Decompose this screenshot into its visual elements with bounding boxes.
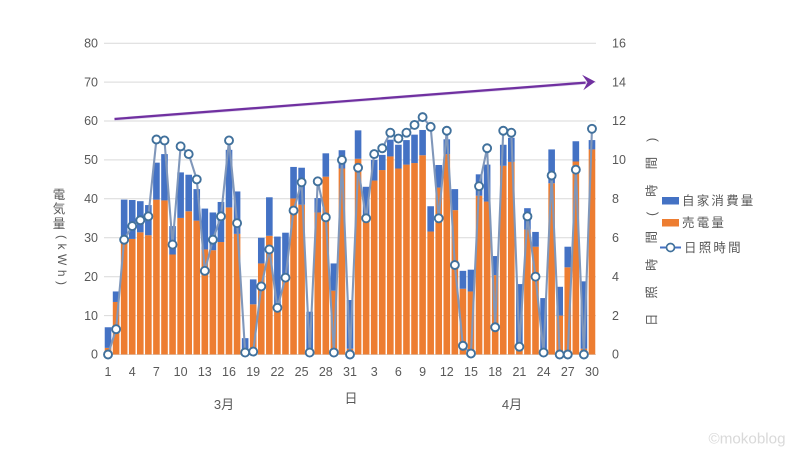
svg-text:0: 0	[91, 348, 98, 362]
svg-text:12: 12	[440, 365, 454, 379]
svg-text:13: 13	[198, 365, 212, 379]
svg-text:10: 10	[174, 365, 188, 379]
svg-text:27: 27	[561, 365, 575, 379]
svg-text:19: 19	[246, 365, 260, 379]
svg-text:日照時間: 日照時間	[684, 241, 743, 255]
svg-text:80: 80	[84, 36, 98, 50]
svg-text:7: 7	[153, 365, 160, 379]
svg-text:3月: 3月	[214, 397, 234, 412]
svg-text:25: 25	[295, 365, 309, 379]
svg-text:31: 31	[343, 365, 357, 379]
svg-text:16: 16	[612, 36, 626, 50]
svg-text:21: 21	[512, 365, 526, 379]
svg-text:16: 16	[222, 365, 236, 379]
svg-text:2: 2	[612, 309, 619, 323]
svg-text:40: 40	[84, 192, 98, 206]
svg-text:15: 15	[464, 365, 478, 379]
svg-text:4: 4	[129, 365, 136, 379]
svg-text:9: 9	[419, 365, 426, 379]
svg-text:6: 6	[395, 365, 402, 379]
svg-text:売電量: 売電量	[682, 215, 726, 230]
svg-text:24: 24	[537, 365, 551, 379]
svg-text:50: 50	[84, 153, 98, 167]
svg-text:4: 4	[612, 270, 619, 284]
svg-text:©mokoblog: ©mokoblog	[709, 431, 786, 448]
svg-text:3: 3	[371, 365, 378, 379]
svg-text:6: 6	[612, 231, 619, 245]
svg-text:60: 60	[84, 114, 98, 128]
svg-text:28: 28	[319, 365, 333, 379]
svg-text:0: 0	[612, 348, 619, 362]
svg-text:4月: 4月	[502, 397, 522, 412]
svg-text:30: 30	[84, 231, 98, 245]
svg-text:10: 10	[84, 309, 98, 323]
svg-text:10: 10	[612, 153, 626, 167]
svg-text:12: 12	[612, 114, 626, 128]
svg-text:22: 22	[270, 365, 284, 379]
svg-text:8: 8	[612, 192, 619, 206]
svg-text:日: 日	[344, 391, 357, 406]
svg-text:18: 18	[488, 365, 502, 379]
svg-text:自家消費量: 自家消費量	[682, 193, 756, 208]
svg-text:1: 1	[105, 365, 112, 379]
svg-text:14: 14	[612, 75, 626, 89]
svg-text:30: 30	[585, 365, 599, 379]
svg-text:20: 20	[84, 270, 98, 284]
svg-text:70: 70	[84, 75, 98, 89]
